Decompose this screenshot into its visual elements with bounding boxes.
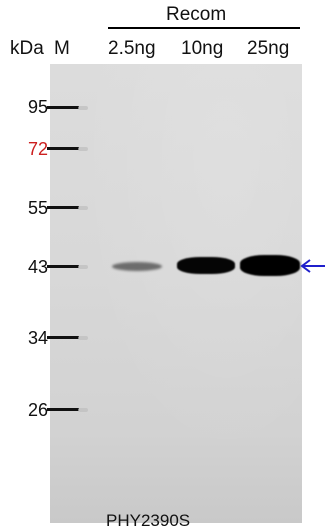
left-arrow-icon: [300, 259, 325, 273]
ladder-smudge-95: [78, 106, 88, 110]
ladder-band-95: [47, 106, 79, 109]
ladder-smudge-34: [78, 336, 88, 340]
mw-label-26: 26: [27, 400, 48, 420]
mw-label-55: 55: [27, 198, 48, 218]
sample-band-lane-1: [112, 262, 162, 271]
ladder-band-72: [47, 147, 79, 150]
ladder-band-26: [47, 408, 79, 411]
ladder-smudge-55: [78, 206, 88, 210]
kda-label: kDa: [10, 38, 44, 59]
ladder-smudge-72: [78, 147, 88, 151]
ladder-band-34: [47, 336, 79, 339]
marker-lane-label: M: [54, 38, 70, 59]
header-line: [108, 27, 300, 29]
mw-label-72: 72: [27, 139, 48, 159]
sample-band-lane-2: [177, 257, 235, 274]
ladder-band-55: [47, 206, 79, 209]
mw-label-95: 95: [27, 97, 48, 117]
mw-label-43: 43: [27, 257, 48, 277]
sample-id-label: PHY2390S: [106, 511, 191, 530]
blot-membrane: [50, 64, 302, 523]
lane-label-1: 2.5ng: [108, 38, 156, 59]
lane-label-3: 25ng: [247, 38, 290, 59]
sample-band-lane-3: [240, 255, 300, 276]
group-label: Recom: [166, 4, 227, 25]
ladder-smudge-26: [78, 408, 88, 412]
mw-label-34: 34: [27, 328, 48, 348]
ladder-band-43: [47, 265, 79, 268]
lane-label-2: 10ng: [181, 38, 224, 59]
ladder-smudge-43: [78, 265, 88, 269]
membrane-shading: [50, 64, 302, 523]
